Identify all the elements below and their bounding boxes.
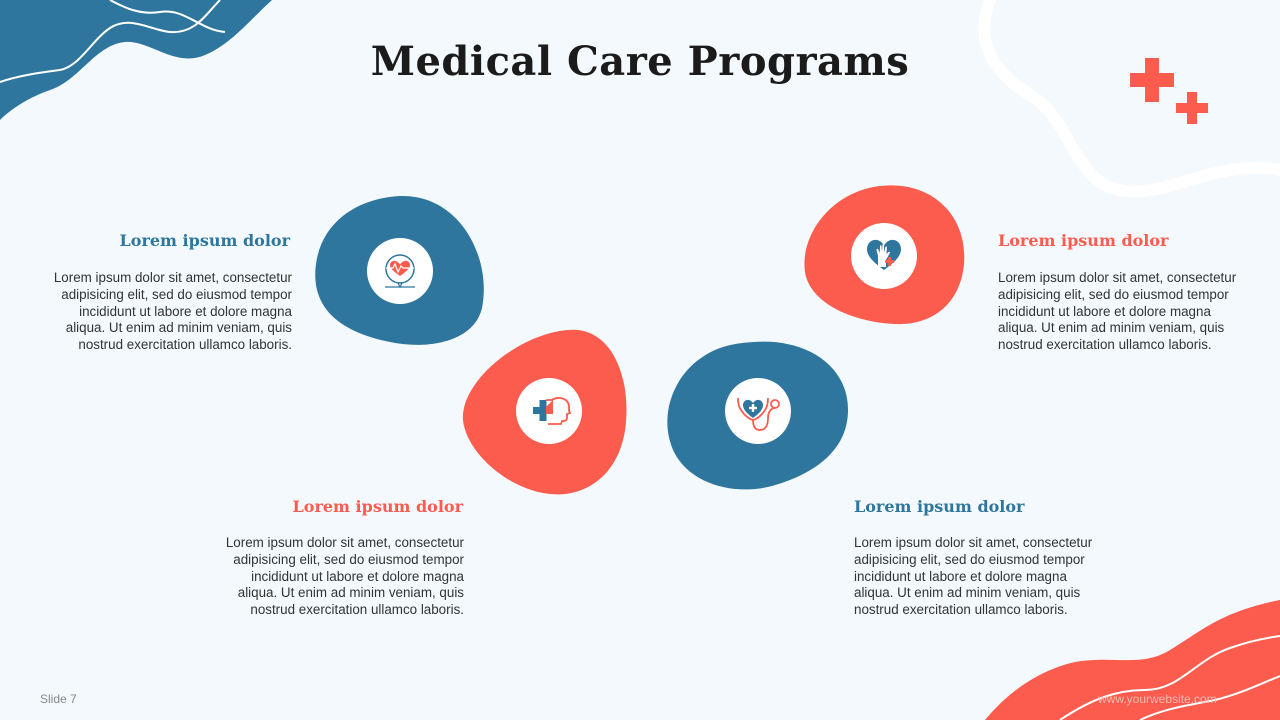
item-heading: Lorem ipsum dolor [998, 231, 1169, 250]
heartbeat-bubble-icon [385, 254, 415, 289]
top-left-wave-decoration [0, 0, 272, 120]
item-body: Lorem ipsum dolor sit amet, consectetur … [854, 535, 1093, 618]
slide-number: Slide 7 [40, 692, 77, 706]
item-heading: Lorem ipsum dolor [854, 497, 1025, 516]
item-body: Lorem ipsum dolor sit amet, consectetur … [225, 535, 464, 618]
item-body: Lorem ipsum dolor sit amet, consectetur … [53, 270, 292, 353]
heart-hand-care-icon [867, 239, 901, 270]
website-link[interactable]: www.yourwebsite.com [1098, 692, 1217, 706]
medical-head-icon [533, 397, 572, 425]
page-title: Medical Care Programs [370, 38, 910, 85]
item-body: Lorem ipsum dolor sit amet, consectetur … [998, 270, 1237, 353]
icon-circle [516, 378, 582, 444]
item-heading: Lorem ipsum dolor [292, 497, 463, 516]
icon-circle [725, 378, 791, 444]
stethoscope-heart-icon [737, 397, 780, 431]
icon-circle [367, 238, 433, 304]
item-heading: Lorem ipsum dolor [119, 231, 290, 250]
icon-circle [851, 223, 917, 289]
